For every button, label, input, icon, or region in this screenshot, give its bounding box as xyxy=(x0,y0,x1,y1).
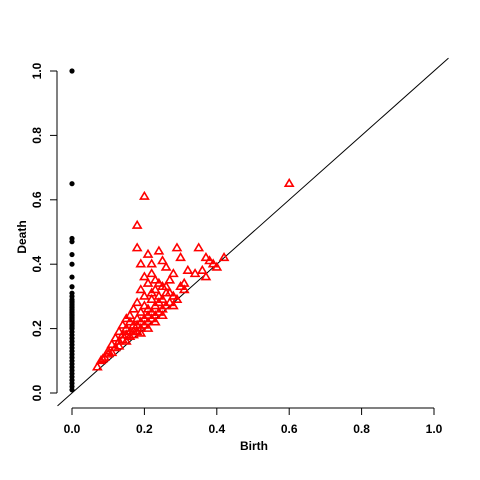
dim1-point xyxy=(196,264,208,274)
dim0-point xyxy=(69,284,75,290)
dim1-point xyxy=(149,300,161,310)
dim1-point xyxy=(171,242,183,252)
dim1-point xyxy=(167,268,179,278)
dim1-point xyxy=(153,277,165,287)
dim1-point xyxy=(135,327,147,337)
dim1-point xyxy=(149,284,161,294)
dim1-point xyxy=(128,329,139,339)
x-tick-label: 0.6 xyxy=(281,422,298,436)
dim0-point xyxy=(69,68,75,74)
dim1-point xyxy=(113,326,125,336)
dim1-point xyxy=(211,261,223,271)
y-tick-label: 0.4 xyxy=(30,256,44,273)
dim0-point xyxy=(69,274,75,280)
dim1-point xyxy=(160,300,172,310)
dim1-point xyxy=(160,261,172,271)
x-tick-label: 1.0 xyxy=(426,422,443,436)
plot-area xyxy=(57,57,449,407)
dim1-point xyxy=(157,255,168,265)
dim1-point xyxy=(283,177,295,188)
dim1-point xyxy=(146,258,158,268)
dim1-point xyxy=(142,322,154,332)
dim1-point xyxy=(97,353,109,363)
dim1-point xyxy=(146,293,158,303)
dim1-point xyxy=(218,251,230,262)
dim1-point xyxy=(110,332,121,342)
dim1-point xyxy=(139,300,150,310)
dim1-point xyxy=(139,319,150,329)
dim1-point xyxy=(135,284,147,294)
y-tick-label: 0.0 xyxy=(30,384,44,401)
dim1-point xyxy=(146,268,158,278)
dim1-point xyxy=(167,300,179,310)
x-axis-title: Birth xyxy=(240,439,268,453)
dim0-point xyxy=(69,181,75,187)
x-tick-label: 0.4 xyxy=(208,422,225,436)
dim1-point xyxy=(113,340,125,350)
x-tick-label: 0.8 xyxy=(353,422,370,436)
dim1-point xyxy=(102,348,114,358)
y-tick-label: 0.8 xyxy=(30,127,44,144)
dim1-point xyxy=(175,251,186,262)
dim1-point xyxy=(110,342,121,352)
dim1-point xyxy=(178,284,190,294)
dim1-point xyxy=(149,316,161,326)
dim1-point xyxy=(135,258,147,268)
dim1-point xyxy=(157,309,168,320)
y-tick-label: 0.2 xyxy=(30,320,44,337)
x-axis: 0.0 0.2 0.4 0.6 0.8 1.0 xyxy=(64,407,443,436)
dim1-point xyxy=(164,297,176,307)
dim1-point xyxy=(117,319,129,329)
dim0-point xyxy=(69,239,75,245)
dim1-point xyxy=(113,335,125,345)
dim1-point xyxy=(164,287,176,297)
dim1-point xyxy=(120,335,132,345)
dim1-point xyxy=(160,280,172,291)
dim1-point xyxy=(131,219,143,229)
dim1-point xyxy=(139,190,150,200)
dim1-point xyxy=(171,293,183,303)
dim1-point xyxy=(182,264,194,274)
dim1-point xyxy=(207,258,219,268)
dim1-point xyxy=(200,271,212,281)
dim0-point xyxy=(69,261,75,267)
x-tick-label: 0.2 xyxy=(136,422,153,436)
dim1-point xyxy=(142,248,154,258)
dim1-point xyxy=(146,313,158,323)
dim1-point xyxy=(124,316,136,326)
dim0-point xyxy=(69,251,75,258)
dim0-point xyxy=(69,387,75,393)
dim1-point xyxy=(153,245,165,255)
dim1-point xyxy=(142,277,154,287)
dim1-point xyxy=(139,290,150,300)
y-tick-label: 1.0 xyxy=(30,62,44,79)
dim1-point xyxy=(131,242,143,252)
y-axis-title: Death xyxy=(15,220,29,253)
dim1-point xyxy=(200,251,212,262)
y-tick-label: 0.6 xyxy=(30,191,44,208)
y-axis: 0.0 0.2 0.4 0.6 0.8 1.0 xyxy=(30,62,58,401)
dim1-point xyxy=(128,303,139,313)
dim1-point xyxy=(204,255,215,265)
dim1-point xyxy=(193,242,205,252)
dim1-point xyxy=(124,330,136,340)
x-tick-label: 0.0 xyxy=(64,422,81,436)
dim1-point xyxy=(157,293,168,303)
dim1-point xyxy=(139,271,150,281)
dim1-point xyxy=(153,306,165,316)
dim1-point xyxy=(120,313,132,323)
dim1-point xyxy=(91,361,103,371)
dim1-point xyxy=(135,306,147,316)
dim1-point xyxy=(189,268,201,278)
dim1-point xyxy=(149,274,161,284)
dim1-point xyxy=(131,297,143,307)
dim1-point xyxy=(164,274,176,284)
